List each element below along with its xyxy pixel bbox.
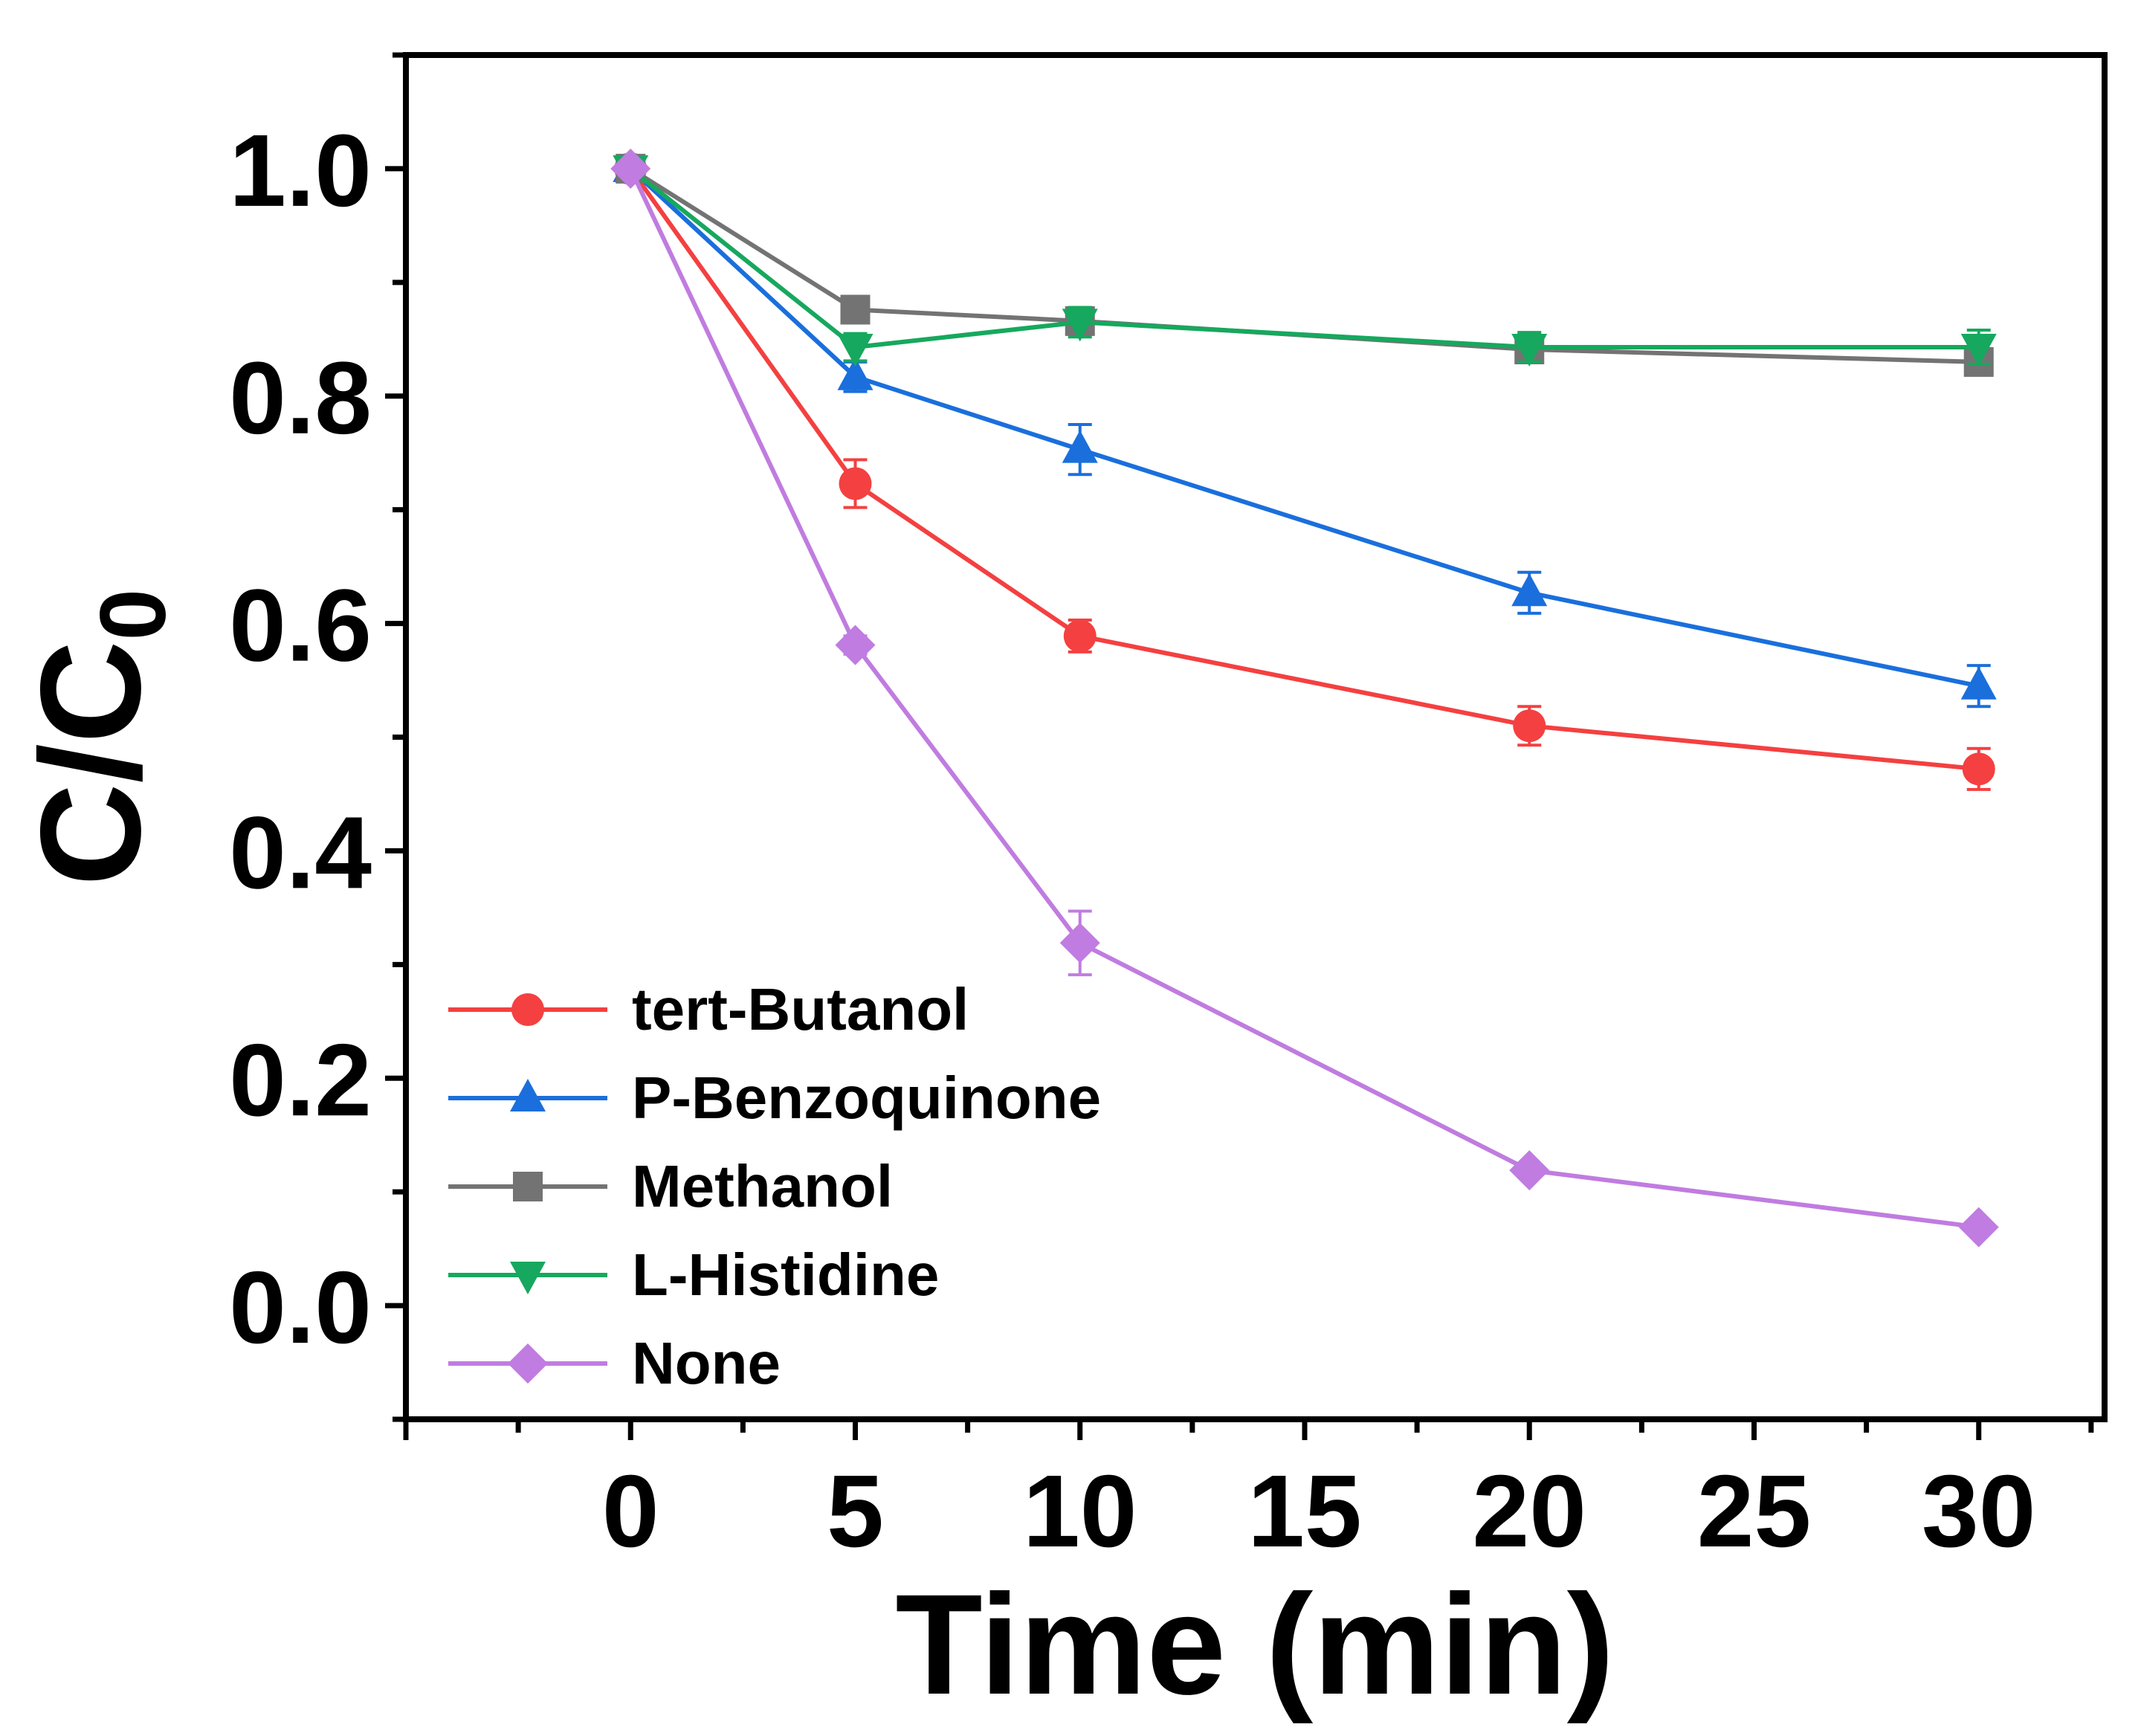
legend-label: L-Histidine (632, 1242, 939, 1308)
marker-triangle-up (1062, 430, 1098, 463)
marker-diamond (1059, 923, 1100, 964)
legend-item: None (448, 1330, 781, 1396)
series-line (628, 167, 1980, 772)
x-tick-label: 30 (1922, 1454, 2036, 1569)
marker-triangle-up (837, 357, 873, 390)
series-None (610, 148, 1999, 1248)
x-axis: 0 5 10 15 20 25 30 (403, 1419, 2094, 1569)
legend-label: P-Benzoquinone (632, 1065, 1101, 1131)
x-tick-label: 0 (602, 1454, 659, 1569)
marker-diamond (1509, 1150, 1550, 1191)
plot-series (610, 148, 1999, 1248)
marker-triangle-up (510, 1079, 546, 1111)
legend-item: L-Histidine (448, 1242, 939, 1308)
x-tick-label: 5 (827, 1454, 884, 1569)
series-line (629, 167, 1979, 350)
y-tick-label: 0.6 (229, 569, 372, 683)
marker-triangle-down (1960, 333, 1997, 367)
y-axis-title-subscript: 0 (82, 589, 185, 641)
legend: tert-Butanol P-Benzoquinone Methanol L-Hist… (448, 976, 1101, 1396)
marker-triangle-down (510, 1262, 546, 1294)
series-P-Benzoquinone (613, 149, 1997, 709)
marker-diamond (1958, 1207, 1999, 1248)
marker-circle (1513, 709, 1546, 743)
y-axis: 0.0 0.2 0.4 0.6 0.8 1.0 (229, 52, 406, 1422)
marker-circle (839, 467, 872, 500)
marker-circle (1063, 619, 1097, 653)
y-axis-title: C/C0 (10, 589, 185, 886)
x-tick-label: 20 (1472, 1454, 1586, 1569)
legend-item: tert-Butanol (448, 976, 969, 1042)
y-tick-label: 0.0 (229, 1251, 372, 1365)
series-L-Histidine (613, 155, 1997, 367)
legend-item: Methanol (448, 1153, 893, 1219)
marker-square (513, 1172, 543, 1201)
y-tick-label: 0.2 (229, 1023, 372, 1138)
legend-label: Methanol (632, 1153, 893, 1219)
marker-diamond (610, 148, 651, 189)
marker-diamond (508, 1343, 548, 1384)
marker-circle (1962, 752, 1995, 786)
series-line (629, 167, 1980, 688)
legend-label: tert-Butanol (632, 976, 969, 1042)
x-tick-label: 25 (1697, 1454, 1812, 1569)
legend-label: None (632, 1330, 781, 1396)
marker-diamond (835, 625, 876, 665)
legend-item: P-Benzoquinone (448, 1065, 1101, 1131)
x-axis-title: Time (min) (895, 1564, 1614, 1724)
y-tick-label: 0.4 (229, 796, 372, 910)
marker-triangle-down (1511, 333, 1548, 367)
marker-triangle-up (1511, 573, 1548, 607)
y-axis-title-main: C/C (10, 640, 170, 886)
marker-circle (511, 993, 544, 1026)
x-tick-label: 10 (1023, 1454, 1137, 1569)
marker-square (840, 294, 871, 325)
y-tick-label: 1.0 (229, 114, 372, 228)
series-tert-Butanol (614, 152, 1995, 791)
marker-triangle-up (1960, 666, 1997, 700)
x-tick-label: 15 (1247, 1454, 1362, 1569)
marker-triangle-down (837, 333, 873, 367)
marker-triangle-down (1062, 309, 1098, 342)
y-tick-label: 0.8 (229, 341, 372, 456)
